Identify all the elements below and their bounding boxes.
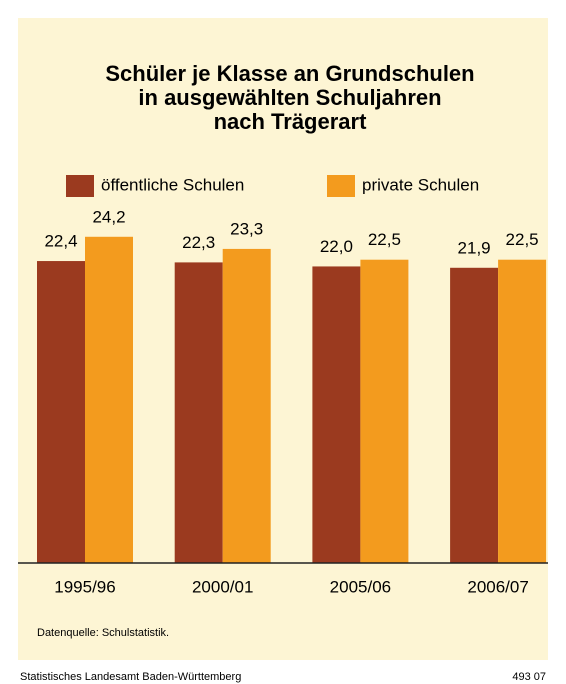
chart-title: nach Trägerart [214, 109, 368, 134]
value-label: 22,5 [368, 230, 401, 249]
bar [450, 267, 499, 563]
source-note: Datenquelle: Schulstatistik. [37, 627, 169, 639]
chart-title: Schüler je Klasse an Grundschulen [105, 61, 474, 86]
value-label: 24,2 [92, 207, 125, 226]
value-label: 22,4 [44, 232, 77, 251]
bar [498, 259, 547, 563]
legend-swatch [66, 175, 94, 197]
value-label: 21,9 [458, 238, 491, 257]
value-label: 22,5 [506, 230, 539, 249]
value-label: 22,3 [182, 233, 215, 252]
x-tick-label: 2000/01 [192, 577, 253, 596]
x-tick-label: 2006/07 [467, 577, 528, 596]
value-label: 22,0 [320, 237, 353, 256]
legend-swatch [327, 175, 355, 197]
footer: Statistisches Landesamt Baden-Württember… [20, 671, 241, 683]
bar [360, 259, 409, 563]
legend-label: öffentliche Schulen [101, 175, 244, 194]
chart-title: in ausgewählten Schuljahren [138, 85, 441, 110]
value-label: 23,3 [230, 219, 263, 238]
bar [85, 236, 133, 563]
bar [174, 262, 223, 563]
footer: 493 07 [512, 671, 546, 683]
x-tick-label: 2005/06 [330, 577, 391, 596]
x-tick-label: 1995/96 [54, 577, 115, 596]
bar [222, 248, 271, 563]
legend-label: private Schulen [362, 175, 479, 194]
bar [37, 261, 85, 563]
bar [312, 266, 361, 563]
